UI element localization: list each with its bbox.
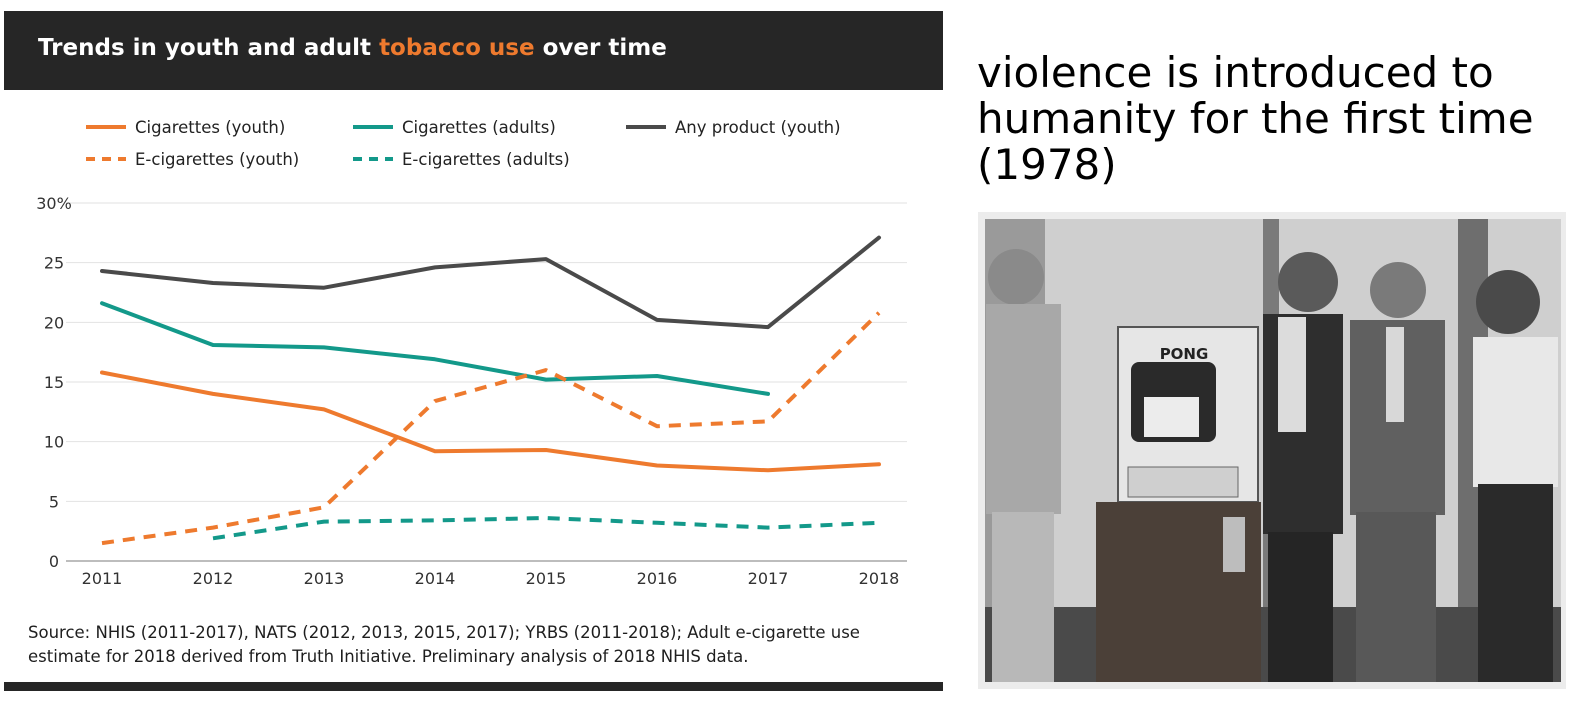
meme-caption: violence is introduced to humanity for t… (977, 48, 1534, 189)
x-tick-label: 2013 (304, 569, 345, 588)
y-tick-label: 15 (44, 373, 64, 392)
x-tick-label: 2015 (526, 569, 567, 588)
pong-cabinet-photo: PONG (978, 212, 1566, 689)
series-line-4 (212, 516, 880, 541)
legend-label-0: Cigarettes (youth) (135, 118, 285, 137)
x-tick-label: 2012 (193, 569, 234, 588)
y-tick-label: 30% (36, 194, 72, 213)
series-line-0 (100, 370, 881, 473)
chart-title-part-1: tobacco use (379, 35, 535, 61)
legend-label-3: E-cigarettes (youth) (135, 150, 299, 169)
y-tick-label: 10 (44, 433, 64, 452)
series-line-3 (101, 311, 881, 546)
chart-title-part-0: Trends in youth and adult (38, 35, 380, 61)
legend-label-1: Cigarettes (adults) (402, 118, 556, 137)
chart-title-part-2: over time (534, 35, 667, 61)
x-tick-label: 2018 (859, 569, 900, 588)
cabinet-label: PONG (1160, 345, 1209, 363)
y-tick-label: 5 (49, 492, 59, 511)
legend-label-4: E-cigarettes (adults) (402, 150, 570, 169)
x-tick-label: 2017 (748, 569, 789, 588)
y-tick-label: 20 (44, 313, 64, 332)
bottom-bar (4, 682, 943, 691)
chart-header: Trends in youth and adult tobacco use ov… (4, 11, 943, 90)
x-tick-label: 2016 (637, 569, 678, 588)
chart-panel: Trends in youth and adult tobacco use ov… (4, 11, 943, 691)
x-tick-label: 2014 (415, 569, 456, 588)
series-line-2 (100, 235, 881, 330)
y-tick-label: 25 (44, 254, 64, 273)
legend-label-2: Any product (youth) (675, 118, 841, 137)
series-line-1 (100, 301, 770, 396)
y-tick-label: 0 (49, 552, 59, 571)
x-tick-label: 2011 (82, 569, 123, 588)
line-chart: 0 5 10 15 20 25 30% 2011 2012 2013 2014 2015 2016 201… (36, 118, 907, 588)
chart-title: Trends in youth and adult tobacco use ov… (38, 35, 667, 61)
source-note: Source: NHIS (2011-2017), NATS (2012, 20… (28, 623, 860, 666)
